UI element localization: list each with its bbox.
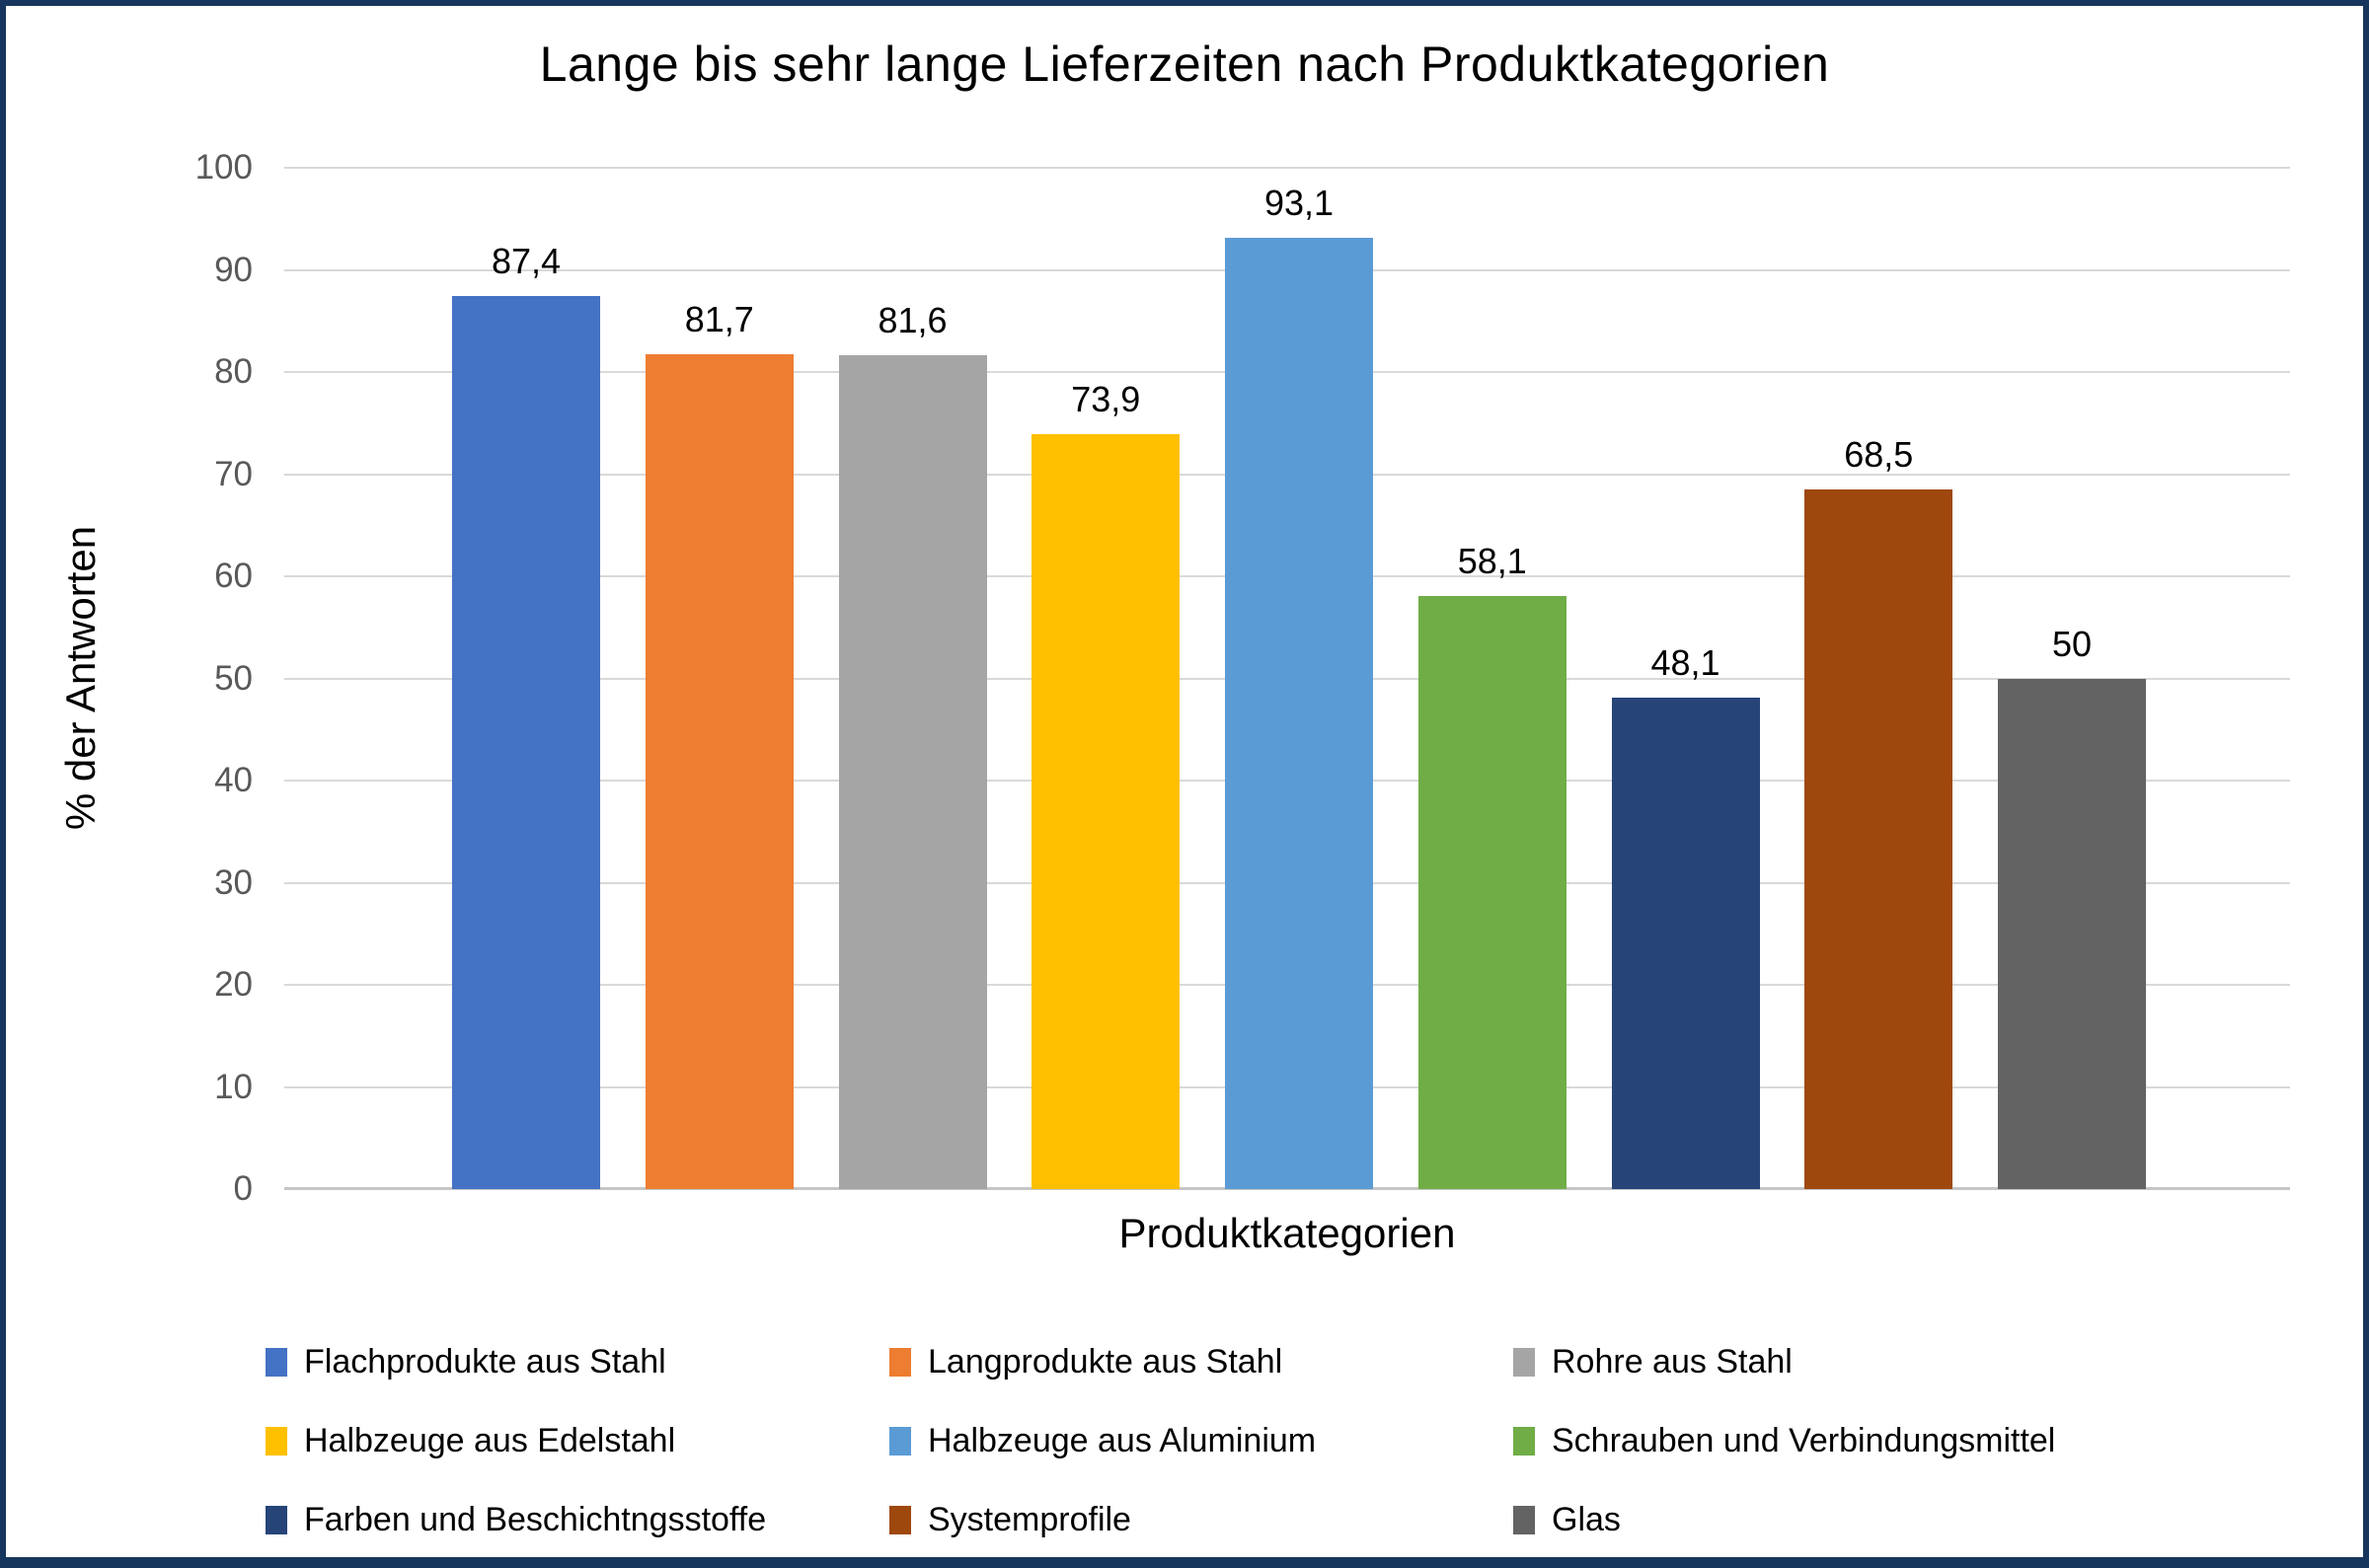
legend-item: Flachprodukte aus Stahl	[266, 1322, 889, 1401]
legend-label: Systemprofile	[928, 1500, 1131, 1538]
bar-value-label: 48,1	[1650, 642, 1720, 684]
bar-value-label: 81,6	[878, 300, 948, 341]
x-axis-title: Produktkategorien	[1118, 1210, 1456, 1256]
bar	[1998, 678, 2146, 1189]
legend-label: Flachprodukte aus Stahl	[304, 1342, 666, 1381]
bar	[1804, 489, 1953, 1189]
y-tick-label: 70	[214, 454, 253, 493]
legend-swatch-icon	[1513, 1426, 1535, 1456]
bar-value-label: 93,1	[1263, 183, 1335, 224]
bar	[452, 296, 600, 1189]
bar	[838, 355, 987, 1189]
gridline	[284, 167, 2290, 169]
legend-label: Glas	[1552, 1500, 1621, 1538]
y-tick-label: 100	[194, 148, 253, 187]
legend-swatch-icon	[889, 1505, 911, 1534]
legend-item: Farben und Beschichtngsstoffe	[266, 1480, 889, 1557]
bar	[1225, 238, 1373, 1189]
bar-value-label: 58,1	[1457, 540, 1527, 581]
bar-value-label: 87,4	[491, 241, 562, 282]
bar-value-label: 73,9	[1071, 379, 1141, 420]
legend-label: Halbzeuge aus Edelstahl	[304, 1421, 676, 1459]
y-tick-label: 10	[214, 1067, 253, 1106]
y-tick-label: 30	[214, 862, 253, 902]
y-tick-label: 90	[214, 250, 253, 289]
y-tick-label: 20	[214, 965, 253, 1004]
legend-swatch-icon	[889, 1347, 911, 1377]
legend-label: Langprodukte aus Stahl	[928, 1342, 1283, 1381]
y-tick-label: 60	[214, 557, 253, 595]
bar-value-label: 50	[2051, 623, 2093, 664]
legend-swatch-icon	[1513, 1347, 1535, 1377]
legend: Flachprodukte aus Stahl Langprodukte aus …	[266, 1322, 2171, 1557]
chart-title: Lange bis sehr lange Lieferzeiten nach P…	[539, 37, 1830, 92]
legend-swatch-icon	[266, 1505, 287, 1534]
bar	[645, 354, 794, 1189]
y-tick-label: 80	[214, 352, 253, 391]
legend-label: Rohre aus Stahl	[1552, 1342, 1793, 1381]
legend-label: Halbzeuge aus Aluminium	[928, 1421, 1317, 1459]
y-tick-label: 0	[233, 1169, 253, 1208]
legend-item: Langprodukte aus Stahl	[889, 1322, 1513, 1401]
bar	[1417, 595, 1567, 1189]
legend-swatch-icon	[889, 1426, 911, 1456]
legend-label: Farben und Beschichtngsstoffe	[304, 1500, 767, 1538]
legend-swatch-icon	[1513, 1505, 1535, 1534]
legend-item: Halbzeuge aus Edelstahl	[266, 1401, 889, 1480]
plot-area: 87,4 81,7 81,6 73,9 93,1 58,1 48,1 68,5 50	[284, 167, 2290, 1190]
legend-swatch-icon	[266, 1347, 287, 1377]
legend-item: Schrauben und Verbindungsmittel	[1513, 1401, 2171, 1480]
bar-value-label: 81,7	[684, 299, 754, 340]
legend-item: Systemprofile	[889, 1480, 1513, 1557]
bar	[1032, 434, 1181, 1189]
legend-label: Schrauben und Verbindungsmittel	[1552, 1421, 2056, 1459]
y-tick-label: 50	[214, 658, 253, 698]
legend-item: Rohre aus Stahl	[1513, 1322, 2171, 1401]
bar-value-label: 68,5	[1844, 434, 1914, 476]
legend-item: Glas	[1513, 1480, 2171, 1557]
legend-swatch-icon	[266, 1426, 287, 1456]
y-tick-label: 40	[214, 761, 253, 799]
legend-item: Halbzeuge aus Aluminium	[889, 1401, 1513, 1480]
bar	[1611, 698, 1760, 1189]
